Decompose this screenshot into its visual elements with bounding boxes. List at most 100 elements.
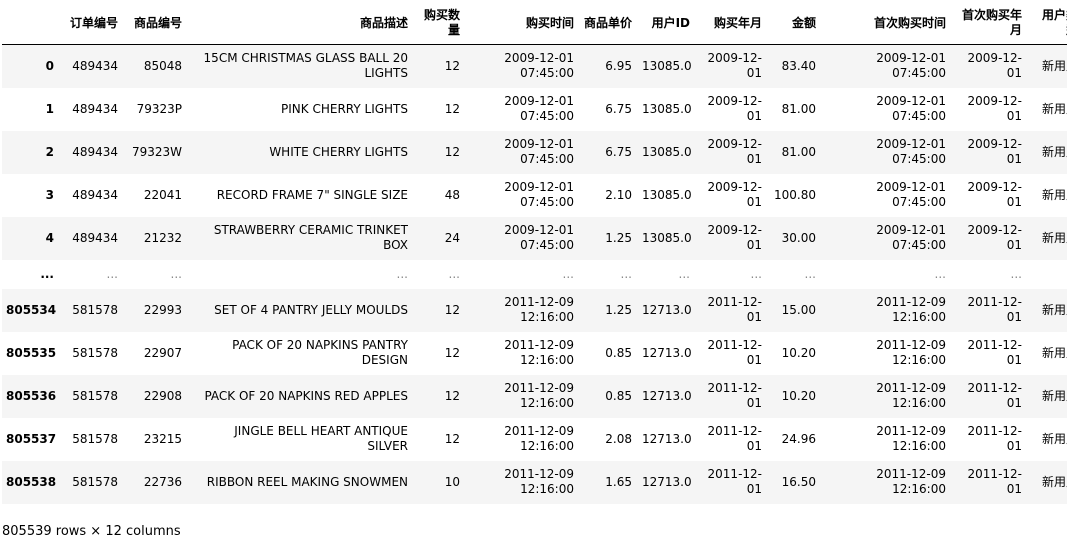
table-cell: 2009-12-01 <box>707 180 762 209</box>
table-cell: 13085.0 <box>642 58 692 73</box>
table-cell: SET OF 4 PANTRY JELLY MOULDS <box>214 302 408 317</box>
table-cell: 2011-12-09 12:16:00 <box>504 381 574 410</box>
table-cell: 12 <box>444 144 460 159</box>
table-cell: 2011-12-01 <box>707 295 762 324</box>
table-cell: 2011-12-09 12:16:00 <box>876 424 946 453</box>
table-cell: 2011-12-09 12:16:00 <box>504 424 574 453</box>
table-cell: 13085.0 <box>642 144 692 159</box>
table-cell: 24.96 <box>781 431 816 446</box>
table-cell: ... <box>1010 266 1022 281</box>
column-header-product-id: 商品编号 <box>124 2 188 45</box>
table-cell: 15CM CHRISTMAS GLASS BALL 20 LIGHTS <box>203 51 408 81</box>
table-cell: 2009-12-01 07:45:00 <box>504 137 574 166</box>
table-cell: 21232 <box>143 230 182 245</box>
table-cell: 79323W <box>131 144 182 159</box>
table-cell: 2009-12-01 <box>967 180 1022 209</box>
table-cell: 22908 <box>143 388 182 403</box>
table-cell: 1.25 <box>605 302 632 317</box>
table-cell: 新用户 <box>1041 388 1067 403</box>
ellipsis-row: ....................................... <box>2 259 1067 289</box>
table-row: 805534 581578 22993 SET OF 4 PANTRY JELLY M… <box>2 288 1067 332</box>
table-cell: 2009-12-01 07:45:00 <box>876 137 946 166</box>
table-cell: 12 <box>444 101 460 116</box>
table-cell: ... <box>396 266 408 281</box>
table-cell: 2009-12-01 07:45:00 <box>876 223 946 252</box>
row-index: 1 <box>45 101 54 116</box>
table-cell: 48 <box>444 187 460 202</box>
table-cell: 23215 <box>143 431 182 446</box>
table-row: 0 489434 85048 15CM CHRISTMAS GLASS BALL 20… <box>2 44 1067 88</box>
row-index: 805537 <box>6 431 57 446</box>
table-cell: ... <box>1028 260 1067 289</box>
table-row: 2 489434 79323W WHITE CHERRY LIGHTS 12 2009-1… <box>2 130 1067 174</box>
table-cell: 30.00 <box>781 230 816 245</box>
table-header: 订单编号 商品编号 商品描述 购买数量 购买时间 商品单价 用户ID 购买年月 … <box>2 2 1067 45</box>
table-cell: 489434 <box>72 101 118 116</box>
table-cell: 12713.0 <box>642 388 692 403</box>
dataframe-shape: 805539 rows × 12 columns <box>2 524 181 539</box>
table-cell: 81.00 <box>781 101 816 116</box>
table-cell: 83.40 <box>781 58 816 73</box>
dataframe-table: 订单编号 商品编号 商品描述 购买数量 购买时间 商品单价 用户ID 购买年月 … <box>2 2 1067 504</box>
header-row: 订单编号 商品编号 商品描述 购买数量 购买时间 商品单价 用户ID 购买年月 … <box>2 2 1067 45</box>
table-cell: 2009-12-01 <box>707 223 762 252</box>
table-cell: 10.20 <box>781 388 816 403</box>
table-cell: ... <box>562 266 574 281</box>
table-cell: PACK OF 20 NAPKINS RED APPLES <box>204 388 408 403</box>
column-header-user-type: 用户类型 <box>1028 2 1067 45</box>
row-index: 805536 <box>6 388 57 403</box>
table-cell: 22736 <box>143 474 182 489</box>
table-cell: RIBBON REEL MAKING SNOWMEN <box>206 474 408 489</box>
table-cell: 22993 <box>143 302 182 317</box>
table-cell: 2011-12-09 12:16:00 <box>876 295 946 324</box>
table-cell: 13085.0 <box>642 101 692 116</box>
table-cell: STRAWBERRY CERAMIC TRINKET BOX <box>213 223 408 252</box>
table-row: 3 489434 22041 RECORD FRAME 7" SINGLE SIZE 4… <box>2 173 1067 217</box>
table-cell: 2009-12-01 07:45:00 <box>876 180 946 209</box>
row-index: 2 <box>45 144 54 159</box>
table-cell: 581578 <box>72 302 118 317</box>
row-index: 4 <box>45 230 54 245</box>
table-cell: 10 <box>444 474 460 489</box>
column-header-amount: 金额 <box>768 2 822 45</box>
column-header-unit-price: 商品单价 <box>580 2 638 45</box>
table-cell: WHITE CHERRY LIGHTS <box>269 144 408 159</box>
table-cell: 2009-12-01 07:45:00 <box>876 94 946 123</box>
table-cell: 2011-12-01 <box>707 381 762 410</box>
table-cell: ... <box>620 266 632 281</box>
table-cell: 2009-12-01 07:45:00 <box>504 223 574 252</box>
table-cell: 489434 <box>72 230 118 245</box>
table-cell: 2009-12-01 07:45:00 <box>504 51 574 81</box>
column-header-order-id: 订单编号 <box>60 2 124 45</box>
table-cell: 新用户 <box>1041 144 1067 159</box>
column-header-quantity: 购买数量 <box>414 2 466 45</box>
table-cell: 489434 <box>72 58 118 73</box>
column-header-first-purchase-time: 首次购买时间 <box>822 2 952 45</box>
table-cell: 2009-12-01 07:45:00 <box>504 94 574 123</box>
row-index: ... <box>40 266 54 281</box>
table-cell: 0.85 <box>605 345 632 360</box>
table-cell: 新用户 <box>1041 58 1067 73</box>
table-cell: 489434 <box>72 144 118 159</box>
table-cell: 15.00 <box>781 302 816 317</box>
table-cell: ... <box>170 266 182 281</box>
table-cell: 新用户 <box>1041 431 1067 446</box>
table-cell: 新用户 <box>1041 101 1067 116</box>
table-cell: 2009-12-01 07:45:00 <box>504 180 574 209</box>
table-cell: 2011-12-01 <box>967 295 1022 324</box>
table-cell: 2011-12-01 <box>967 381 1022 410</box>
table-cell: 2011-12-09 12:16:00 <box>504 338 574 367</box>
table-cell: 6.75 <box>605 101 632 116</box>
table-cell: 581578 <box>72 388 118 403</box>
table-cell: 新用户 <box>1041 187 1067 202</box>
table-cell: JINGLE BELL HEART ANTIQUE SILVER <box>234 424 408 453</box>
table-cell: 489434 <box>72 187 118 202</box>
table-cell: 85048 <box>143 58 182 73</box>
table-cell: 2009-12-01 <box>707 94 762 123</box>
table-cell: RECORD FRAME 7" SINGLE SIZE <box>216 187 408 202</box>
table-cell: 1.25 <box>605 230 632 245</box>
table-cell: 12 <box>444 302 460 317</box>
table-cell: 2011-12-09 12:16:00 <box>504 295 574 324</box>
table-cell: 2009-12-01 <box>967 137 1022 166</box>
